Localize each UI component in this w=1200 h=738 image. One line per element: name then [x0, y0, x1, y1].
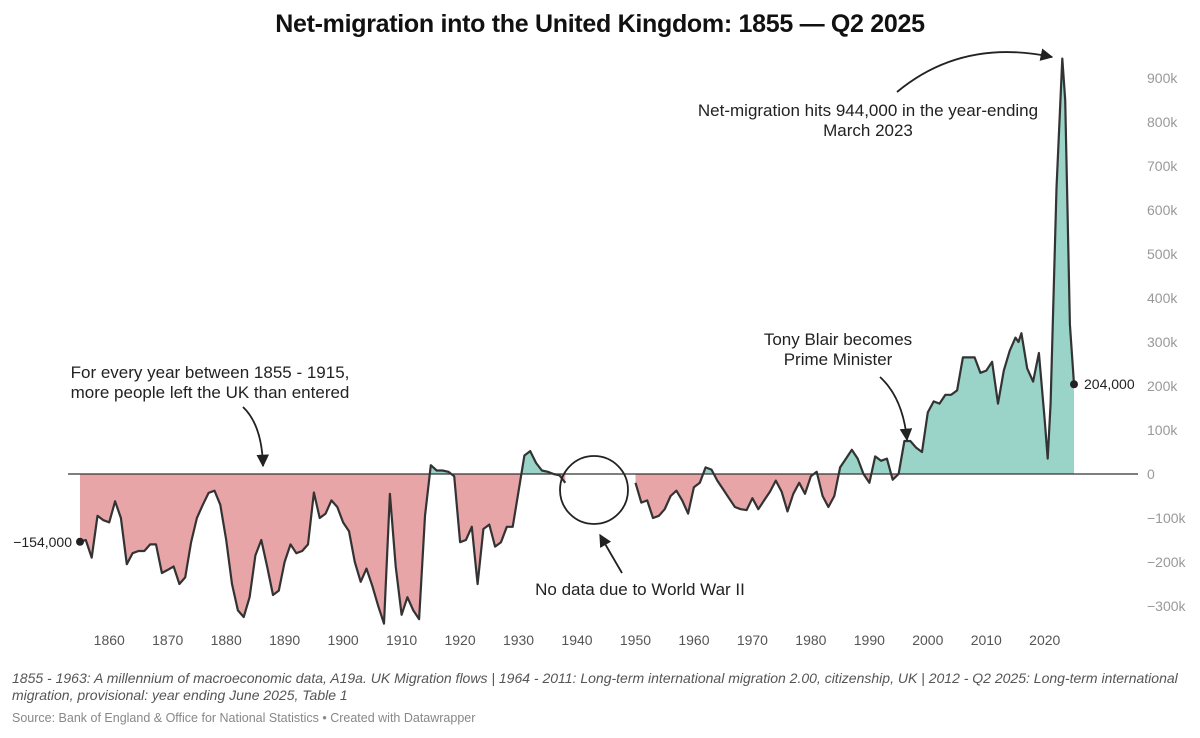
- annotation-wwii-text: No data due to World War II: [535, 580, 745, 599]
- x-tick-label: 1940: [561, 632, 592, 648]
- series-line-segment-1: [634, 57, 1076, 520]
- annotation-peak-line2: March 2023: [823, 121, 913, 140]
- annotation-wwii-arrow: [599, 533, 623, 574]
- x-tick-label: 1900: [328, 632, 359, 648]
- annotation-1855-1915-arrow: [242, 406, 270, 468]
- x-tick-label: 1880: [211, 632, 242, 648]
- y-tick-label: 400k: [1147, 290, 1178, 306]
- end-value-label: 204,000: [1084, 376, 1135, 392]
- annotation-peak-line1: Net-migration hits 944,000 in the year-e…: [698, 101, 1038, 120]
- x-tick-label: 1870: [152, 632, 183, 648]
- endpoint-labels: −154,000 204,000: [13, 376, 1135, 550]
- y-tick-label: 200k: [1147, 378, 1178, 394]
- negative-area-1-4: [817, 474, 839, 507]
- x-tick-label: 1970: [737, 632, 768, 648]
- x-tick-label: 1920: [444, 632, 475, 648]
- annotation-tony-blair: Tony Blair becomes Prime Minister: [764, 330, 913, 442]
- y-tick-label: −100k: [1147, 510, 1187, 526]
- positive-area-1-5: [838, 449, 864, 474]
- negative-area-1-2: [713, 474, 814, 512]
- y-tick-label: 900k: [1147, 70, 1178, 86]
- y-tick-label: 300k: [1147, 334, 1178, 350]
- annotation-peak: Net-migration hits 944,000 in the year-e…: [698, 48, 1054, 140]
- series-lines: [79, 57, 1076, 625]
- annotation-wwii: No data due to World War II: [535, 455, 745, 599]
- x-tick-label: 1960: [678, 632, 709, 648]
- x-tick-label: 1860: [94, 632, 125, 648]
- y-tick-label: −200k: [1147, 554, 1187, 570]
- area-fills: [80, 58, 1074, 624]
- y-axis-ticks: 900k 800k 700k 600k 500k 400k 300k 200k 100k 0 −10…: [1147, 70, 1187, 614]
- y-tick-label: −300k: [1147, 598, 1187, 614]
- end-point: [1070, 380, 1078, 389]
- x-tick-label: 2010: [971, 632, 1002, 648]
- positive-area-1-9: [898, 58, 1074, 474]
- y-tick-label: 500k: [1147, 246, 1178, 262]
- x-axis-ticks: 1860 1870 1880 1890 1900 1910 1920 1930 1940 1950…: [94, 632, 1061, 648]
- start-point: [76, 537, 84, 546]
- x-tick-label: 1890: [269, 632, 300, 648]
- annotation-tony-blair-arrow: [879, 376, 913, 442]
- wwii-gap-circle: [559, 455, 629, 525]
- y-tick-label: 0: [1147, 466, 1155, 482]
- positive-area-0-3: [521, 451, 554, 474]
- x-tick-label: 1980: [795, 632, 826, 648]
- annotation-tony-blair-line2: Prime Minister: [784, 350, 893, 369]
- negative-area-0-2: [451, 474, 522, 584]
- x-tick-label: 2000: [912, 632, 943, 648]
- annotation-tony-blair-line1: Tony Blair becomes: [764, 330, 912, 349]
- annotation-1855-1915-line2: more people left the UK than entered: [71, 383, 350, 402]
- series-line-segment-0: [79, 450, 567, 625]
- y-tick-label: 600k: [1147, 202, 1178, 218]
- start-value-label: −154,000: [13, 534, 72, 550]
- y-tick-label: 100k: [1147, 422, 1178, 438]
- x-tick-label: 1910: [386, 632, 417, 648]
- annotation-1855-1915: For every year between 1855 - 1915, more…: [71, 363, 350, 468]
- y-tick-label: 700k: [1147, 158, 1178, 174]
- positive-area-1-7: [871, 456, 892, 474]
- y-tick-label: 800k: [1147, 114, 1178, 130]
- chart-source: Source: Bank of England & Office for Nat…: [12, 711, 476, 725]
- x-tick-label: 1950: [620, 632, 651, 648]
- chart-title: Net-migration into the United Kingdom: 1…: [275, 10, 925, 38]
- x-tick-label: 2020: [1029, 632, 1060, 648]
- chart-area: 900k 800k 700k 600k 500k 400k 300k 200k 100k 0 −10…: [13, 48, 1187, 648]
- annotation-1855-1915-line1: For every year between 1855 - 1915,: [71, 363, 350, 382]
- chart-notes: 1855 - 1963: A millennium of macroeconom…: [12, 670, 1178, 703]
- x-tick-label: 1930: [503, 632, 534, 648]
- negative-area-0-0: [80, 474, 430, 624]
- x-tick-label: 1990: [854, 632, 885, 648]
- annotation-peak-arrow: [896, 48, 1054, 93]
